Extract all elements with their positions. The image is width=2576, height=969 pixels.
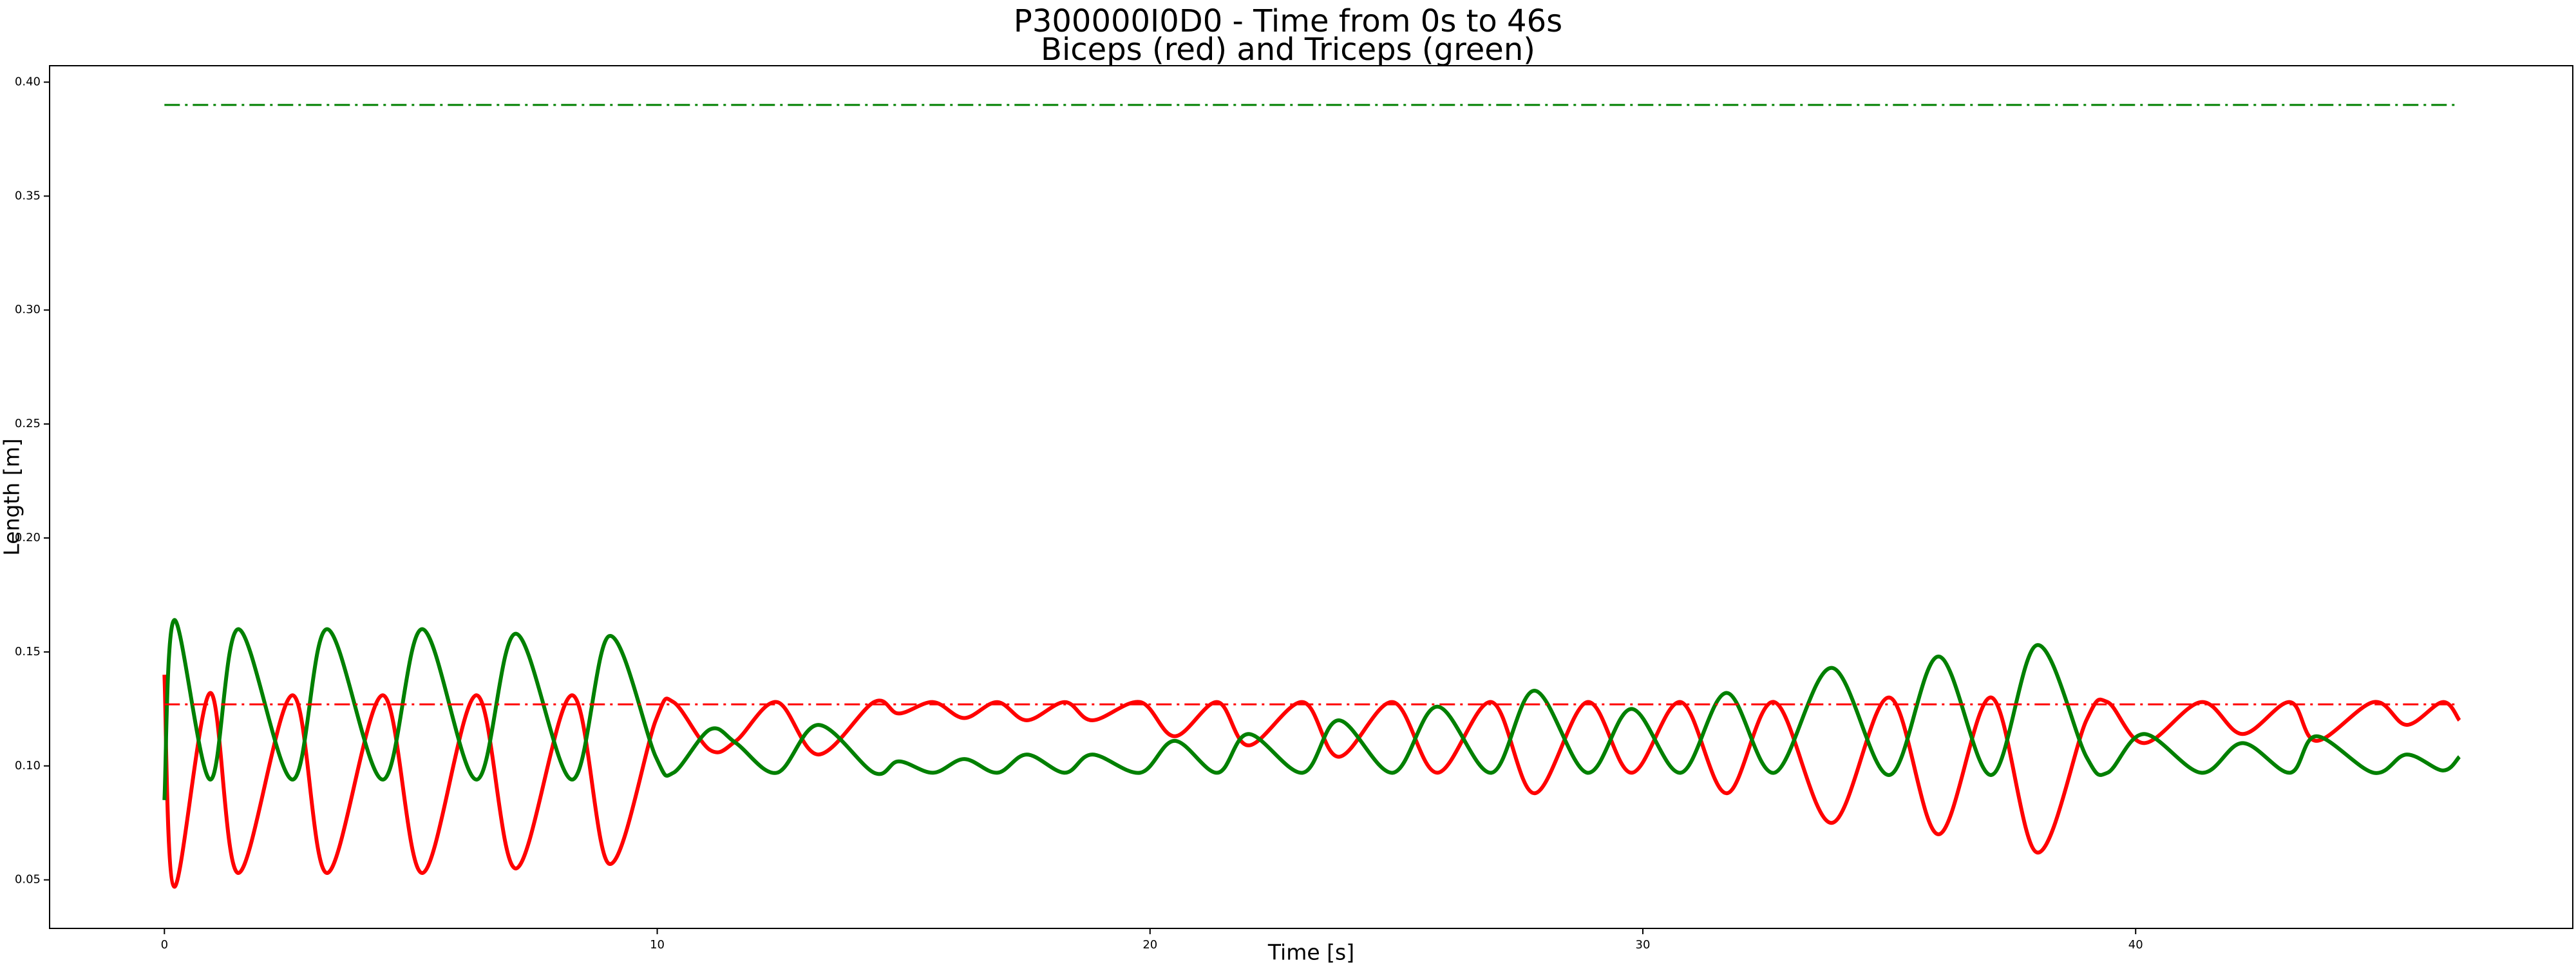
x-tick-label: 20 — [1142, 938, 1157, 952]
x-tick-label: 40 — [2128, 938, 2143, 952]
y-tick-label: 0.05 — [15, 873, 41, 887]
y-tick-label: 0.25 — [15, 417, 41, 430]
series-line — [162, 675, 2461, 889]
y-tick-label: 0.35 — [15, 189, 41, 202]
y-tick-label: 0.30 — [15, 303, 41, 316]
y-axis-label: Length [m] — [0, 438, 24, 555]
x-tick-label: 0 — [161, 938, 168, 952]
x-tick-label: 30 — [1636, 938, 1651, 952]
chart-title: P300000I0D0 - Time from 0s to 46s — [1014, 3, 1562, 39]
plot-frame — [49, 65, 2573, 929]
x-axis-label: Time [s] — [1267, 940, 1354, 965]
y-tick-label: 0.40 — [15, 75, 41, 88]
series-line — [162, 618, 2461, 800]
y-tick-label: 0.15 — [15, 645, 41, 658]
y-tick-label: 0.10 — [15, 759, 41, 772]
chart-subtitle: Biceps (red) and Triceps (green) — [1041, 32, 1535, 68]
y-tick-label: 0.20 — [15, 531, 41, 544]
x-tick-label: 10 — [650, 938, 665, 952]
